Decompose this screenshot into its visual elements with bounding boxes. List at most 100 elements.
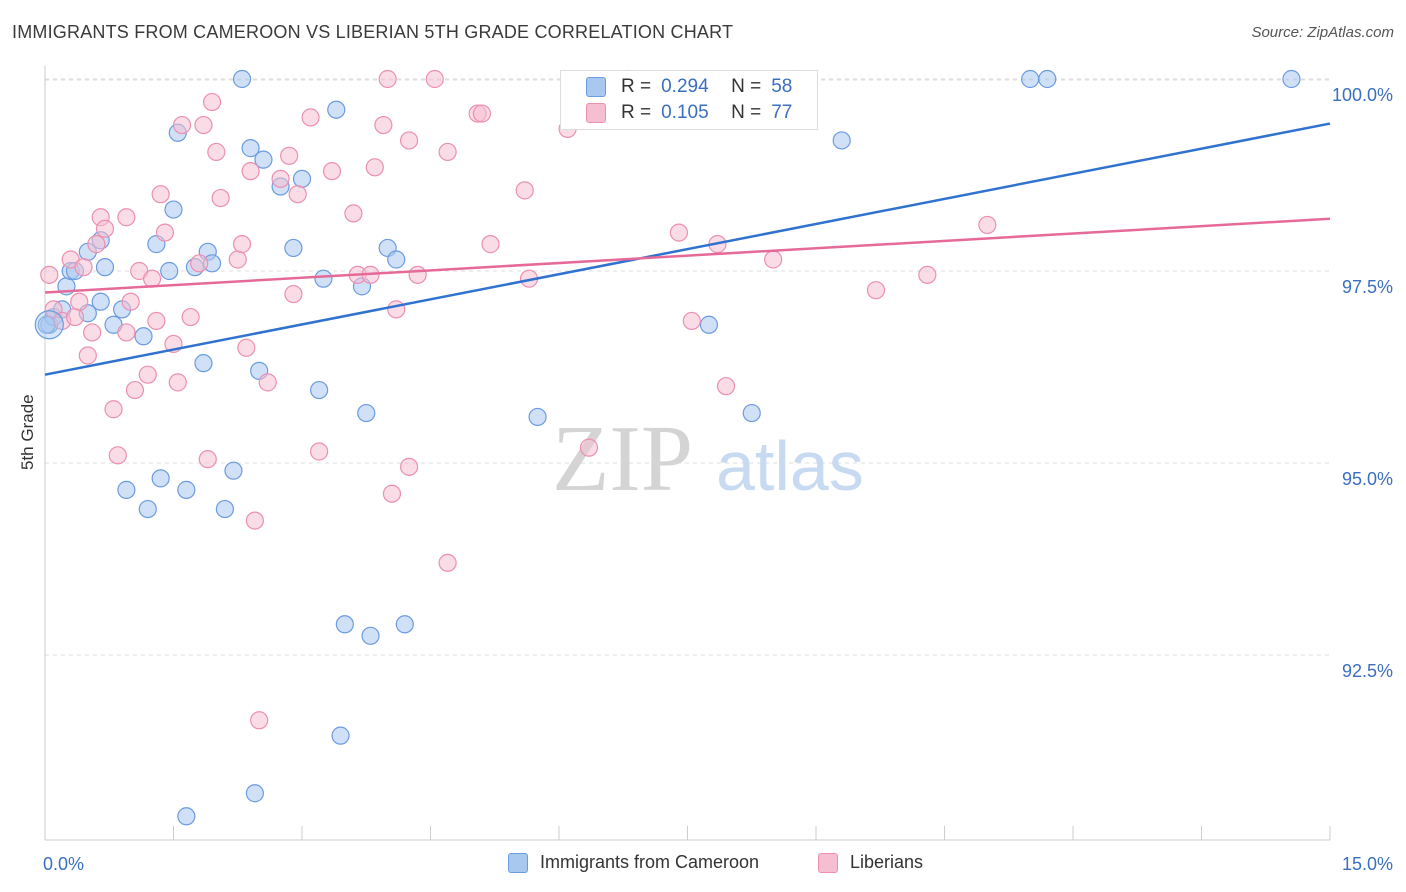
legend-item-cameroon[interactable]: Immigrants from Cameroon bbox=[508, 852, 759, 873]
legend-item-liberians[interactable]: Liberians bbox=[818, 852, 923, 873]
data-point-liberians bbox=[155, 223, 175, 242]
data-point-liberians bbox=[301, 108, 320, 127]
data-point-liberians bbox=[237, 338, 256, 357]
data-point-liberians bbox=[284, 284, 303, 304]
data-point-liberians bbox=[168, 373, 187, 392]
data-point-liberians bbox=[866, 281, 886, 300]
data-point-liberians bbox=[250, 711, 269, 730]
legend-swatch-cameroon bbox=[508, 852, 528, 873]
data-point-liberians bbox=[438, 553, 457, 572]
data-point-cameroon bbox=[361, 626, 380, 645]
data-point-cameroon bbox=[254, 150, 273, 169]
data-point-liberians bbox=[245, 511, 264, 530]
watermark-atlas: atlas bbox=[716, 427, 864, 505]
data-point-cameroon bbox=[138, 499, 157, 519]
data-point-cameroon bbox=[241, 139, 260, 158]
data-point-liberians bbox=[190, 254, 209, 273]
data-point-liberians bbox=[258, 373, 277, 392]
data-point-liberians bbox=[172, 115, 192, 135]
data-point-cameroon bbox=[310, 380, 329, 400]
data-point-liberians bbox=[425, 69, 444, 89]
data-point-liberians bbox=[408, 265, 427, 284]
data-point-liberians bbox=[310, 442, 329, 461]
data-point-cameroon bbox=[177, 480, 196, 499]
data-point-cameroon bbox=[832, 131, 851, 150]
data-point-liberians bbox=[194, 115, 213, 135]
axes bbox=[44, 66, 1331, 841]
data-point-liberians bbox=[121, 292, 140, 311]
data-point-liberians bbox=[764, 250, 783, 269]
data-point-liberians bbox=[344, 204, 363, 223]
data-point-cameroon bbox=[117, 480, 136, 499]
data-point-liberians bbox=[918, 265, 937, 284]
data-point-cameroon bbox=[387, 250, 406, 269]
data-point-cameroon bbox=[395, 615, 414, 634]
data-point-cameroon bbox=[91, 292, 110, 311]
r-value-liberians: 0.105 bbox=[661, 102, 709, 123]
tick-labels: 92.5% 95.0% 97.5% 100.0% 0.0% 15.0% bbox=[43, 85, 1393, 874]
x-tick-label-max: 15.0% bbox=[1342, 854, 1393, 874]
trend-line-liberians bbox=[44, 217, 1331, 294]
chart-title: IMMIGRANTS FROM CAMEROON VS LIBERIAN 5TH… bbox=[12, 22, 734, 42]
data-point-liberians bbox=[74, 258, 93, 277]
legend-label-liberians: Liberians bbox=[850, 852, 924, 872]
stats-row-liberians: R = 0.105 N = 77 bbox=[586, 101, 793, 125]
data-point-cameroon-cluster bbox=[34, 310, 64, 340]
stats-row-cameroon: R = 0.294 N = 58 bbox=[586, 75, 793, 99]
data-point-liberians bbox=[202, 92, 222, 112]
n-value-liberians: 77 bbox=[771, 102, 793, 123]
data-points bbox=[34, 69, 1301, 826]
data-point-cameroon bbox=[194, 354, 213, 373]
data-point-liberians bbox=[374, 115, 393, 135]
data-point-liberians bbox=[579, 438, 599, 457]
data-point-cameroon bbox=[528, 407, 547, 427]
data-point-liberians bbox=[108, 446, 127, 465]
data-point-liberians bbox=[142, 269, 162, 288]
x-tick-label-min: 0.0% bbox=[43, 854, 84, 874]
data-point-liberians bbox=[181, 307, 200, 327]
data-point-liberians bbox=[399, 131, 419, 150]
data-point-liberians bbox=[978, 215, 997, 235]
data-point-liberians bbox=[365, 158, 384, 177]
data-point-liberians bbox=[682, 311, 701, 331]
r-value-cameroon: 0.294 bbox=[661, 76, 709, 97]
stats-legend: R = 0.294 N = 58 R = 0.105 N = 77 bbox=[560, 70, 818, 130]
legend-swatch-pink bbox=[586, 103, 606, 123]
data-point-cameroon bbox=[292, 169, 312, 188]
data-point-liberians bbox=[716, 377, 736, 396]
data-point-liberians bbox=[387, 300, 406, 319]
data-point-liberians bbox=[117, 208, 136, 227]
data-point-liberians bbox=[481, 235, 500, 254]
data-point-liberians bbox=[271, 169, 290, 188]
data-point-cameroon bbox=[164, 200, 183, 219]
data-point-cameroon bbox=[742, 403, 761, 423]
data-point-cameroon bbox=[331, 726, 350, 745]
data-point-liberians bbox=[83, 323, 102, 342]
data-point-cameroon bbox=[1021, 69, 1040, 89]
grid-lines bbox=[45, 78, 1330, 656]
data-point-liberians bbox=[515, 181, 534, 200]
data-point-liberians bbox=[280, 146, 299, 165]
data-point-liberians bbox=[198, 450, 217, 469]
data-point-liberians bbox=[211, 188, 230, 208]
data-point-cameroon bbox=[314, 269, 333, 288]
data-point-liberians bbox=[669, 223, 689, 242]
trend-lines bbox=[44, 122, 1331, 376]
data-point-cameroon bbox=[95, 258, 115, 277]
data-point-liberians bbox=[70, 292, 89, 311]
legend-swatch-liberians bbox=[818, 852, 838, 873]
n-value-cameroon: 58 bbox=[771, 76, 793, 97]
y-tick-label: 95.0% bbox=[1342, 469, 1393, 489]
data-point-cameroon bbox=[284, 238, 303, 258]
trend-line-cameroon bbox=[44, 122, 1331, 376]
data-point-liberians bbox=[95, 219, 115, 238]
y-tick-label: 92.5% bbox=[1342, 661, 1393, 681]
data-point-cameroon bbox=[1038, 69, 1057, 89]
data-point-liberians bbox=[125, 380, 145, 400]
data-point-liberians bbox=[378, 69, 397, 89]
data-point-cameroon bbox=[327, 100, 346, 119]
data-point-liberians bbox=[232, 235, 252, 254]
data-point-liberians bbox=[138, 365, 157, 384]
data-point-liberians bbox=[241, 162, 260, 181]
